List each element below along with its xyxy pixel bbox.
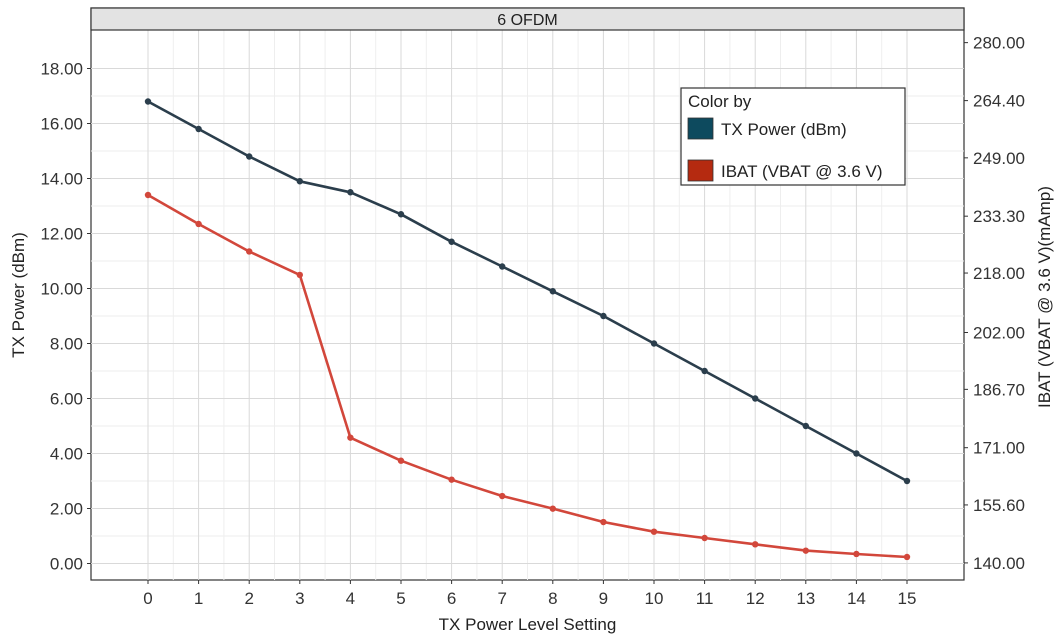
legend-box bbox=[680, 87, 906, 186]
data-point-ibat bbox=[853, 550, 860, 558]
left-axis: 0.00 2.00 4.00 6.00 8.00 10.00 12.00 14.00 16.00… bbox=[40, 60, 91, 574]
legend-label-ibat: IBAT (VBAT @ 3.6 V) bbox=[721, 162, 883, 181]
x-tick-label: 3 bbox=[295, 589, 304, 608]
series-line-ibat bbox=[147, 193, 908, 559]
data-point-ibat bbox=[499, 492, 506, 500]
data-point-tx-power bbox=[853, 450, 860, 457]
x-tick-label: 5 bbox=[396, 589, 405, 608]
y2-tick-label: 249.00 bbox=[973, 149, 1025, 168]
y-tick-label: 18.00 bbox=[40, 60, 83, 79]
x-tick-label: 9 bbox=[599, 589, 608, 608]
y2-tick-label: 218.00 bbox=[973, 264, 1025, 283]
y-axis-title: TX Power (dBm) bbox=[9, 232, 28, 358]
y-tick-label: 2.00 bbox=[50, 500, 83, 519]
x-tick-label: 11 bbox=[696, 589, 714, 608]
x-tick-label: 1 bbox=[194, 589, 203, 608]
data-point-tx-power bbox=[296, 178, 303, 185]
y2-tick-label: 233.30 bbox=[973, 207, 1025, 226]
data-point-tx-power bbox=[903, 477, 911, 485]
y2-tick-label: 186.70 bbox=[973, 380, 1025, 399]
x-tick-label: 12 bbox=[746, 589, 765, 608]
data-point-ibat bbox=[397, 457, 405, 464]
data-point-ibat bbox=[195, 220, 202, 228]
data-point-tx-power bbox=[701, 367, 708, 375]
x-axis-title: TX Power Level Setting bbox=[439, 615, 617, 634]
x-tick-label: 13 bbox=[796, 589, 815, 608]
data-point-ibat bbox=[701, 534, 708, 542]
x-tick-label: 6 bbox=[447, 589, 456, 608]
data-point-ibat bbox=[448, 476, 455, 483]
data-point-ibat bbox=[549, 505, 556, 512]
y2-tick-label: 155.60 bbox=[973, 496, 1025, 515]
x-tick-label: 7 bbox=[497, 589, 506, 608]
y-tick-label: 8.00 bbox=[50, 335, 83, 354]
x-tick-label: 2 bbox=[244, 589, 253, 608]
y-tick-label: 0.00 bbox=[50, 555, 83, 574]
legend-title: Color by bbox=[688, 92, 752, 111]
facet-label: 6 OFDM bbox=[497, 12, 557, 29]
y-tick-label: 4.00 bbox=[50, 445, 83, 464]
data-point-tx-power bbox=[650, 340, 658, 347]
grid bbox=[91, 30, 964, 580]
data-point-ibat bbox=[246, 248, 253, 255]
data-point-ibat bbox=[296, 271, 303, 279]
y-tick-label: 6.00 bbox=[50, 390, 83, 409]
x-tick-label: 14 bbox=[847, 589, 866, 608]
y-tick-label: 16.00 bbox=[40, 115, 83, 134]
data-point-tx-power bbox=[600, 312, 607, 320]
data-point-tx-power bbox=[802, 422, 809, 430]
y2-tick-label: 140.00 bbox=[973, 554, 1025, 573]
data-point-ibat bbox=[802, 547, 809, 554]
legend-label-tx-power: TX Power (dBm) bbox=[721, 120, 847, 139]
x-tick-label: 0 bbox=[143, 589, 152, 608]
data-point-tx-power bbox=[195, 125, 202, 133]
x-tick-label: 15 bbox=[898, 589, 917, 608]
data-point-ibat bbox=[903, 553, 911, 561]
y2-tick-label: 264.40 bbox=[973, 92, 1025, 111]
data-point-ibat bbox=[347, 434, 354, 441]
y-tick-label: 14.00 bbox=[40, 170, 83, 189]
series-layer bbox=[144, 98, 911, 561]
data-point-tx-power bbox=[347, 189, 354, 196]
x-tick-label: 10 bbox=[645, 589, 664, 608]
x-axis: 0 1 2 3 4 5 6 7 8 9 10 11 12 13 14 15 bbox=[143, 580, 916, 608]
y-tick-label: 10.00 bbox=[40, 280, 83, 299]
right-axis: 140.00 155.60 171.00 186.70 202.00 218.00 233.… bbox=[964, 34, 1025, 573]
facet-strip bbox=[90, 7, 965, 31]
legend: Color by TX Power (dBm) IBAT (VBAT @ 3.6… bbox=[680, 87, 906, 186]
data-point-tx-power bbox=[397, 211, 405, 218]
data-point-tx-power bbox=[448, 238, 455, 245]
data-point-tx-power bbox=[752, 395, 759, 402]
y2-axis-title: IBAT (VBAT @ 3.6 V)(mAmp) bbox=[1035, 186, 1054, 408]
y2-tick-label: 202.00 bbox=[973, 324, 1025, 343]
data-point-ibat bbox=[600, 518, 607, 526]
legend-swatch-ibat bbox=[687, 159, 714, 182]
x-tick-label: 8 bbox=[548, 589, 557, 608]
data-point-tx-power bbox=[499, 263, 506, 270]
y2-tick-label: 171.00 bbox=[973, 439, 1025, 458]
y2-tick-label: 280.00 bbox=[973, 34, 1025, 53]
data-point-tx-power bbox=[246, 153, 253, 160]
series-line-tx-power bbox=[147, 100, 908, 483]
data-point-ibat bbox=[144, 191, 152, 199]
data-point-ibat bbox=[650, 528, 658, 535]
x-tick-label: 4 bbox=[346, 589, 355, 608]
legend-swatch-tx-power bbox=[687, 117, 714, 140]
data-point-tx-power bbox=[549, 288, 556, 295]
data-point-ibat bbox=[752, 541, 759, 548]
y-tick-label: 12.00 bbox=[40, 225, 83, 244]
data-point-tx-power bbox=[144, 98, 152, 105]
